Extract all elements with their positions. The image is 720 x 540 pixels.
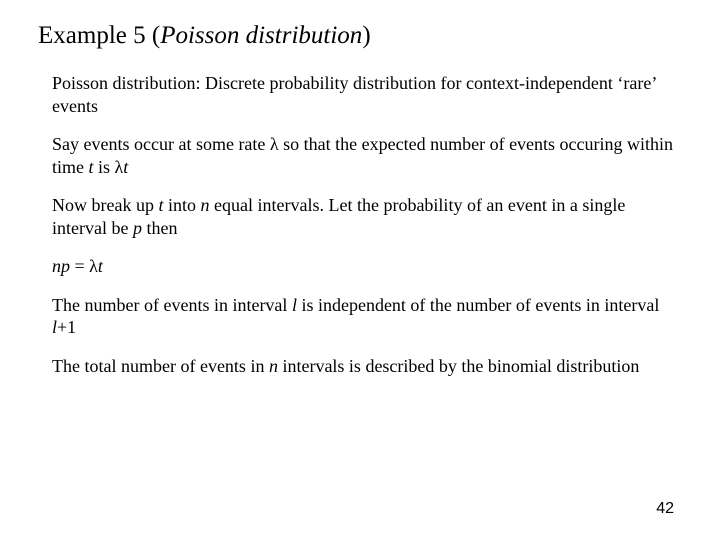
p6-n: n: [269, 356, 278, 376]
p2-t2: t: [123, 157, 128, 177]
paragraph-4: np = λt: [52, 255, 682, 278]
p3-seg4: then: [146, 218, 177, 238]
p3-p: p: [133, 218, 147, 238]
slide-body: Poisson distribution: Discrete probabili…: [38, 72, 682, 377]
p5-seg3: +1: [57, 317, 76, 337]
p3-seg2: into: [164, 195, 201, 215]
paragraph-5: The number of events in interval l is in…: [52, 294, 682, 339]
p5-seg1: The number of events in interval: [52, 295, 292, 315]
p4-np: np: [52, 256, 70, 276]
title-suffix: ): [362, 22, 370, 49]
p4-t: t: [98, 256, 103, 276]
title-italic: Poisson distribution: [160, 22, 362, 49]
p2-seg1: Say events occur at some rate λ so that …: [52, 134, 673, 177]
p2-t: t: [89, 157, 99, 177]
paragraph-1: Poisson distribution: Discrete probabili…: [52, 72, 682, 117]
p5-seg2: is independent of the number of events i…: [297, 295, 659, 315]
paragraph-3: Now break up t into n equal intervals. L…: [52, 194, 682, 239]
page-number: 42: [656, 500, 674, 518]
p4-seg1: = λ: [70, 256, 98, 276]
p3-seg1: Now break up: [52, 195, 158, 215]
p2-seg2: is λ: [98, 157, 123, 177]
p3-n: n: [201, 195, 210, 215]
title-prefix: Example 5 (: [38, 22, 160, 49]
paragraph-6: The total number of events in n interval…: [52, 355, 682, 378]
slide-title: Example 5 (Poisson distribution): [38, 22, 682, 50]
p1-text: Poisson distribution: Discrete probabili…: [52, 73, 656, 116]
p6-seg1: The total number of events in: [52, 356, 269, 376]
p6-seg2: intervals is described by the binomial d…: [278, 356, 639, 376]
paragraph-2: Say events occur at some rate λ so that …: [52, 133, 682, 178]
